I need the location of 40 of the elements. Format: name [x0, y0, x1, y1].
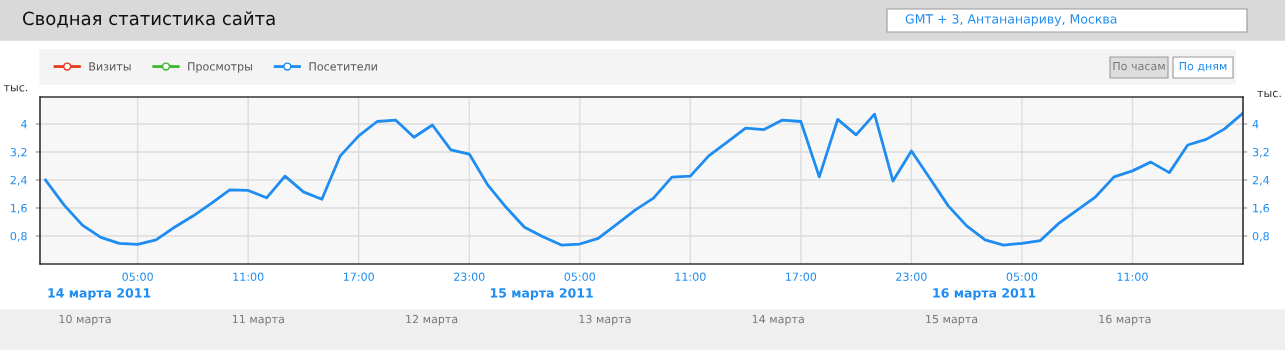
y-tick-label: 2,4 [10, 175, 27, 186]
legend-label: Посетители [309, 62, 377, 71]
text: По часам [1113, 61, 1165, 71]
x-tick-label: 23:00 [896, 272, 927, 281]
x-tick-label: 17:00 [786, 272, 817, 281]
y2-tick-label: 1,6 [1253, 203, 1269, 214]
text: 11 марта [232, 314, 284, 326]
x-tick-label: 05:00 [122, 272, 153, 281]
y2-tick-label: 4 [1252, 120, 1259, 129]
text: 14 марта [752, 314, 804, 326]
text: 10 марта [59, 314, 111, 326]
y2-tick-label: 0,8 [1252, 231, 1269, 242]
legend-label: Визиты [89, 62, 131, 71]
text: По дням [1179, 61, 1227, 72]
x-tick-label: 05:00 [564, 272, 596, 281]
text: 16 марта 2011 [933, 288, 1036, 301]
legend-label: Просмотры [188, 62, 252, 73]
text: 15 марта [926, 314, 978, 326]
x-tick-label: 17:00 [343, 272, 374, 281]
text: GMT + 3, Антананариву, Москва [905, 14, 1117, 27]
text: 15 марта 2011 [490, 288, 593, 301]
text: 16 марта [1099, 314, 1151, 326]
y-tick-label: 0,8 [10, 231, 27, 242]
line-series [44, 111, 1243, 247]
y-axis-title: тыс. [3, 85, 28, 92]
y-tick-label: 3,2 [10, 147, 27, 158]
x-tick-label: 11:00 [1117, 272, 1148, 281]
x-tick-label: 05:00 [1006, 272, 1038, 281]
x-tick-label: 23:00 [454, 272, 485, 281]
y-tick-label: 4 [20, 120, 27, 129]
x-tick-label: 11:00 [675, 272, 706, 281]
x-tick-label: 11:00 [233, 272, 264, 281]
y-tick-label: 1,6 [11, 203, 27, 214]
text: 12 марта [406, 314, 458, 326]
y2-axis-title: тыс. [1257, 90, 1281, 98]
text: 13 марта [579, 314, 631, 326]
text: 14 марта 2011 [48, 288, 151, 301]
chart-title: Сводная статистика сайта [23, 11, 275, 28]
y2-tick-label: 3,2 [1252, 147, 1269, 158]
y2-tick-label: 2,4 [1252, 175, 1270, 186]
